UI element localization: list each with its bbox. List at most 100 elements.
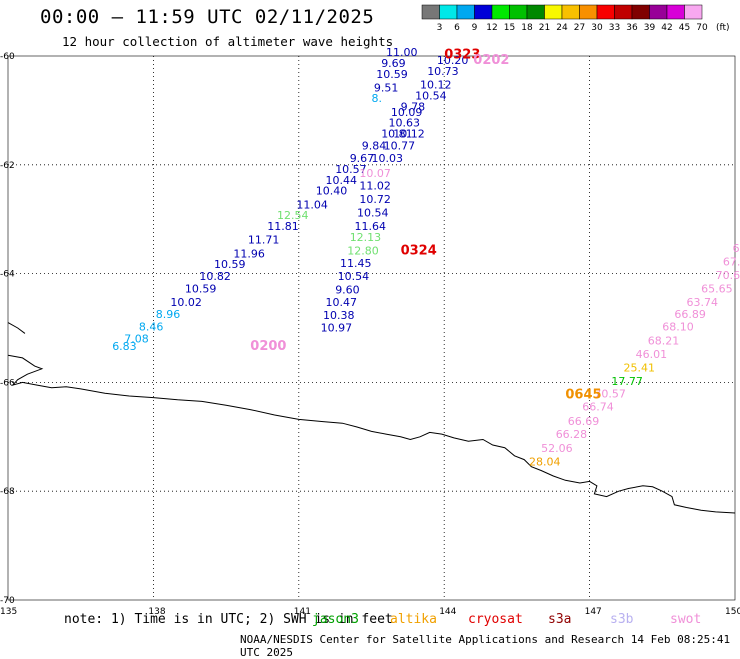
colorbar-swatch (596, 4, 615, 20)
wave-height-value: 11.96 (233, 247, 265, 260)
wave-height-value: 10.59 (214, 258, 246, 271)
wave-height-value: 10.38 (323, 309, 355, 322)
wave-height-value: 10.54 (338, 270, 370, 283)
wave-height-value: 10.47 (326, 296, 358, 309)
wave-height-value: 10.57 (335, 163, 367, 176)
wave-height-value: 11.81 (267, 220, 299, 233)
wave-height-value: 10.44 (326, 174, 358, 187)
wave-height-value: 8.96 (156, 308, 181, 321)
page-title: 00:00 – 11:59 UTC 02/11/2025 (40, 6, 375, 28)
wave-height-value: 28.04 (529, 456, 561, 469)
wave-height-value: 17.77 (611, 375, 643, 388)
colorbar-swatch (526, 4, 545, 20)
colorbar-swatch (614, 4, 633, 20)
colorbar-swatch (491, 4, 510, 20)
wave-height-value: 12.80 (347, 245, 379, 258)
colorbar-swatch (579, 4, 598, 20)
wave-height-value: 10.72 (359, 193, 391, 206)
wave-height-value: 10.77 (384, 140, 416, 153)
lat-tick-label: -66 (0, 378, 15, 388)
pass-time-label: 0324 (401, 244, 437, 259)
wave-height-value: 10.12 (420, 79, 452, 92)
lon-tick-label: 144 (439, 607, 456, 617)
wave-height-value: 65.65 (701, 283, 733, 296)
wave-height-value: 10.02 (170, 296, 202, 309)
legend-cryosat: cryosat (468, 612, 523, 627)
wave-height-value: 10.59 (376, 68, 408, 81)
colorbar-swatch (561, 4, 580, 20)
coastline-segment (7, 322, 26, 334)
colorbar-swatch (649, 4, 668, 20)
plot-frame (7, 55, 736, 601)
colorbar-label: 6 (454, 23, 460, 33)
colorbar-label: 24 (556, 23, 568, 33)
pass-time-label: 0202 (473, 53, 509, 68)
wave-height-value: 10.09 (391, 106, 423, 119)
colorbar-label: 3 (437, 23, 443, 33)
page-subtitle: 12 hour collection of altimeter wave hei… (62, 34, 394, 49)
wave-height-value: 70.63 (716, 269, 740, 282)
colorbar-label: 9 (472, 23, 478, 33)
colorbar-label: 42 (661, 23, 672, 33)
wave-height-value: 10.63 (389, 117, 421, 130)
colorbar-swatch (666, 4, 685, 20)
colorbar-swatch (421, 4, 440, 20)
pass-time-label: 0200 (250, 339, 286, 354)
lat-tick-label: -62 (0, 161, 15, 171)
colorbar-swatch (631, 4, 650, 20)
lon-tick-label: 147 (585, 607, 602, 617)
wave-height-value: 10.59 (185, 283, 217, 296)
colorbar-label: 15 (504, 23, 515, 33)
wave-height-value: 68 (733, 242, 740, 255)
wave-height-value: 66.69 (568, 415, 600, 428)
units-note: note: 1) Time is in UTC; 2) SWH is in fe… (64, 612, 393, 627)
colorbar-swatch (684, 4, 703, 20)
colorbar-label: 27 (574, 23, 585, 33)
wave-height-value: 46.01 (636, 348, 668, 361)
lat-tick-label: -64 (0, 270, 15, 280)
colorbar-swatch (439, 4, 458, 20)
wave-height-value: 7.08 (124, 333, 149, 346)
wave-height-value: 10.40 (316, 185, 348, 198)
wave-height-value: 68.21 (648, 334, 680, 347)
wave-height-value: 10.20 (437, 54, 469, 67)
pass-time-label: 0323 (444, 48, 480, 63)
lon-tick-label: 135 (0, 607, 17, 617)
wave-height-value: 10.12 (393, 128, 425, 141)
wave-height-value: 10.03 (372, 152, 404, 165)
wave-height-value: 67. (723, 255, 740, 268)
wave-height-value: 10.97 (321, 321, 353, 334)
lon-tick-label: 138 (148, 607, 165, 617)
wave-height-value: 68.10 (662, 321, 694, 334)
wave-height-value: 10.54 (357, 207, 389, 220)
colorbar-label: 21 (539, 23, 550, 33)
colorbar-swatch (544, 4, 563, 20)
wave-height-value: 9.69 (381, 57, 406, 70)
colorbar-unit: (ft) (716, 23, 730, 33)
wave-height-value: 10.81 (381, 128, 413, 141)
colorbar-label: 36 (626, 23, 638, 33)
wave-height-value: 12.54 (277, 209, 309, 222)
legend-swot: swot (670, 612, 702, 627)
wave-height-value: 8.46 (139, 321, 164, 334)
lat-tick-label: -70 (0, 596, 15, 606)
wave-height-value: 66.28 (556, 428, 588, 441)
wave-height-value: 9.84 (362, 140, 387, 153)
wave-height-value: 25.41 (624, 362, 656, 375)
colorbar-swatch (509, 4, 528, 20)
colorbar-label: 45 (679, 23, 690, 33)
colorbar-label: 33 (609, 23, 620, 33)
lat-tick-label: -60 (0, 52, 15, 62)
wave-height-value: 52.06 (541, 442, 573, 455)
wave-height-value: 11.04 (296, 198, 328, 211)
wave-height-value: 11.71 (248, 234, 280, 247)
wave-height-value: 9.78 (401, 100, 426, 113)
wave-height-value: 70.57 (594, 388, 626, 401)
colorbar-label: 12 (486, 23, 497, 33)
colorbar-label: 70 (696, 23, 708, 33)
colorbar-label: 18 (521, 23, 533, 33)
coastline (7, 354, 736, 514)
wave-height-value: 11.02 (359, 179, 391, 192)
wave-height-value: 11.64 (355, 220, 387, 233)
